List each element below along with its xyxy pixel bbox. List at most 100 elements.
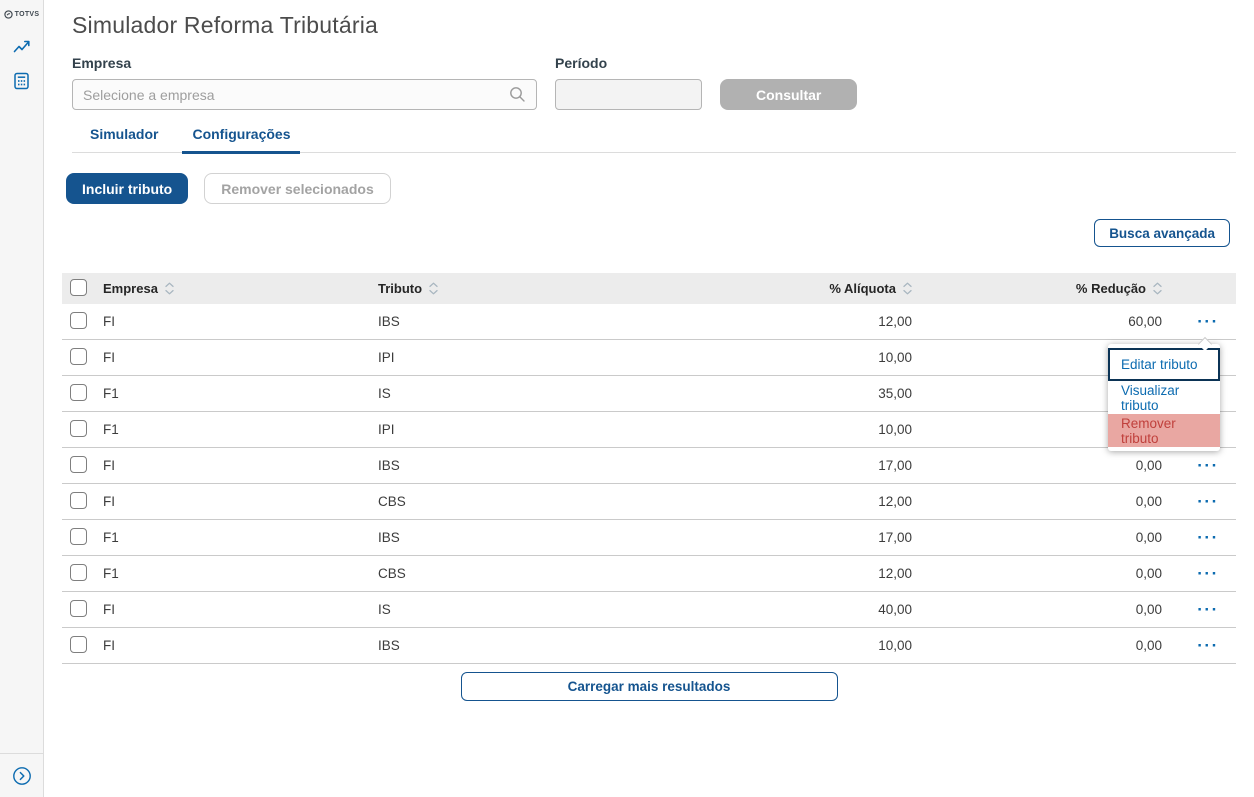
cell-empresa: FI	[103, 602, 115, 617]
row-checkbox[interactable]	[70, 419, 87, 437]
periodo-label: Período	[555, 55, 608, 71]
row-actions-button[interactable]: ···	[1197, 528, 1219, 547]
cell-reducao: 0,00	[1135, 566, 1162, 581]
table-header: Empresa Tributo % Alíquota	[62, 273, 1236, 304]
cell-reducao: 60,00	[1128, 314, 1162, 329]
main-content: Simulador Reforma Tributária Empresa Sel…	[44, 0, 1254, 797]
row-actions-cell: ···	[1180, 637, 1236, 654]
row-checkbox[interactable]	[70, 563, 87, 581]
busca-avancada-button[interactable]: Busca avançada	[1094, 219, 1230, 247]
select-all-checkbox[interactable]	[70, 278, 87, 296]
table-row: F1 CBS 12,00 0,00 ···	[62, 556, 1236, 592]
row-checkbox-cell	[62, 455, 103, 476]
chart-line-icon	[13, 40, 30, 53]
sidebar-expand-button[interactable]	[12, 766, 32, 786]
tributos-table: Empresa Tributo % Alíquota	[62, 273, 1236, 664]
row-checkbox[interactable]	[70, 527, 87, 545]
totvs-logo-text: TOTVS	[14, 11, 40, 18]
row-actions-cell: ···	[1180, 529, 1236, 546]
column-header-empresa[interactable]: Empresa	[103, 281, 378, 296]
search-icon	[510, 87, 525, 102]
sidebar-item-simulador[interactable]	[8, 67, 35, 95]
cell-reducao: 0,00	[1135, 530, 1162, 545]
row-actions-button[interactable]: ···	[1197, 312, 1219, 331]
column-header-tributo[interactable]: Tributo	[378, 281, 730, 296]
incluir-tributo-button[interactable]: Incluir tributo	[66, 173, 189, 204]
cell-aliquota: 10,00	[878, 422, 912, 437]
tab-configuracoes[interactable]: Configurações	[182, 126, 301, 154]
empresa-search-button[interactable]	[509, 86, 526, 103]
sidebar: TOTVS	[0, 0, 44, 797]
row-checkbox[interactable]	[70, 383, 87, 401]
row-actions-cell: ···	[1180, 457, 1236, 474]
cell-empresa: F1	[103, 530, 119, 545]
cell-tributo: IBS	[378, 314, 400, 329]
empresa-field: Empresa Selecione a empresa	[72, 55, 537, 110]
cell-aliquota: 17,00	[878, 458, 912, 473]
cell-aliquota: 12,00	[878, 494, 912, 509]
row-actions-button[interactable]: ···	[1197, 636, 1219, 655]
periodo-field: Período	[555, 55, 702, 110]
cell-tributo: IPI	[378, 422, 395, 437]
consultar-button[interactable]: Consultar	[720, 79, 858, 110]
row-checkbox-cell	[62, 599, 103, 620]
menu-item-editar-tributo[interactable]: Editar tributo	[1108, 348, 1220, 381]
cell-tributo: IBS	[378, 530, 400, 545]
row-checkbox[interactable]	[70, 491, 87, 509]
tab-simulador[interactable]: Simulador	[90, 126, 159, 142]
row-checkbox-cell	[62, 527, 103, 548]
sidebar-item-dashboard[interactable]	[8, 33, 36, 59]
sidebar-footer	[0, 753, 43, 797]
table-body: FI IBS 12,00 60,00 ··· FI IPI 10,00 ··· …	[62, 304, 1236, 664]
row-checkbox[interactable]	[70, 599, 87, 617]
row-actions-button[interactable]: ···	[1197, 600, 1219, 619]
chevron-right-circle-icon	[12, 766, 31, 785]
totvs-logo: TOTVS	[3, 10, 40, 19]
cell-tributo: IBS	[378, 638, 400, 653]
row-actions-button[interactable]: ···	[1197, 492, 1219, 511]
column-header-reducao[interactable]: % Redução	[930, 281, 1180, 296]
row-actions-cell: ···	[1180, 565, 1236, 582]
carregar-mais-button[interactable]: Carregar mais resultados	[460, 672, 838, 701]
table-row: FI IBS 10,00 0,00 ···	[62, 628, 1236, 664]
menu-item-visualizar-tributo[interactable]: Visualizar tributo	[1121, 382, 1180, 413]
sort-icon	[165, 282, 174, 295]
row-checkbox[interactable]	[70, 347, 87, 365]
remover-selecionados-button[interactable]: Remover selecionados	[204, 173, 391, 204]
tab-bar: Simulador Configurações	[72, 126, 1236, 154]
advanced-search-row: Busca avançada	[62, 219, 1230, 247]
toolbar: Incluir tributo Remover selecionados	[66, 173, 1236, 204]
row-actions-button[interactable]: ···	[1197, 456, 1219, 475]
cell-aliquota: 10,00	[878, 638, 912, 653]
cell-empresa: FI	[103, 458, 115, 473]
sort-icon	[903, 282, 912, 295]
row-checkbox-cell	[62, 347, 103, 368]
empresa-input[interactable]: Selecione a empresa	[72, 79, 537, 110]
cell-tributo: IS	[378, 386, 391, 401]
cell-tributo: IS	[378, 602, 391, 617]
cell-tributo: CBS	[378, 566, 406, 581]
cell-aliquota: 35,00	[878, 386, 912, 401]
table-row: FI IPI 10,00 ···	[62, 340, 1236, 376]
filter-bar: Empresa Selecione a empresa Período	[72, 55, 1236, 110]
cell-empresa: FI	[103, 638, 115, 653]
periodo-input[interactable]	[555, 79, 702, 110]
column-header-aliquota[interactable]: % Alíquota	[730, 281, 930, 296]
table-row: F1 IS 35,00 ···	[62, 376, 1236, 412]
table-row: FI CBS 12,00 0,00 ···	[62, 484, 1236, 520]
row-checkbox[interactable]	[70, 455, 87, 473]
cell-empresa: FI	[103, 350, 115, 365]
cell-aliquota: 40,00	[878, 602, 912, 617]
row-checkbox[interactable]	[70, 635, 87, 653]
cell-tributo: IPI	[378, 350, 395, 365]
cell-empresa: FI	[103, 494, 115, 509]
row-checkbox[interactable]	[70, 311, 87, 329]
row-actions-button[interactable]: ···	[1197, 564, 1219, 583]
menu-item-remover-tributo[interactable]: Remover tributo	[1108, 414, 1220, 447]
cell-aliquota: 12,00	[878, 314, 912, 329]
cell-aliquota: 12,00	[878, 566, 912, 581]
table-row: F1 IPI 10,00 ···	[62, 412, 1236, 448]
empresa-placeholder: Selecione a empresa	[83, 86, 215, 103]
row-checkbox-cell	[62, 563, 103, 584]
